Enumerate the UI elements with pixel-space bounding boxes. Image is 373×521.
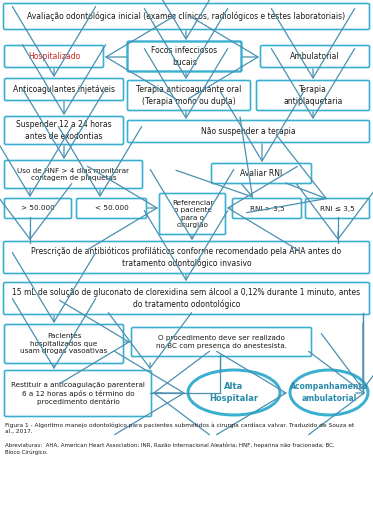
FancyBboxPatch shape (305, 199, 370, 218)
Text: RNI ≤ 3,5: RNI ≤ 3,5 (320, 205, 355, 212)
Ellipse shape (290, 370, 368, 415)
FancyBboxPatch shape (257, 81, 370, 110)
FancyBboxPatch shape (3, 242, 370, 274)
Text: Figura 1 - Algoritmo manejo odontológico para pacientes submetidos à cirurgia ca: Figura 1 - Algoritmo manejo odontológico… (5, 422, 354, 433)
Text: Focos infecciosos
bucais: Focos infecciosos bucais (151, 46, 217, 67)
FancyBboxPatch shape (232, 199, 301, 218)
Text: O procedimento deve ser realizado
no BC com presença do anestesista.: O procedimento deve ser realizado no BC … (156, 335, 287, 349)
Text: Ambulatorial: Ambulatorial (290, 52, 340, 61)
Text: Prescrição de antibióticos profiláticos conforme recomendado pela AHA antes do
t: Prescrição de antibióticos profiláticos … (31, 247, 342, 268)
Text: Abreviaturas:  AHA, American Heart Association; INR, Razão Internacional Aleatór: Abreviaturas: AHA, American Heart Associ… (5, 443, 335, 455)
Ellipse shape (188, 370, 280, 415)
FancyBboxPatch shape (128, 81, 251, 110)
FancyBboxPatch shape (128, 120, 370, 143)
Text: Avaliação odontológica inicial (exames clínicos, radiológicos e testes laborator: Avaliação odontológica inicial (exames c… (28, 12, 345, 21)
FancyBboxPatch shape (4, 199, 72, 218)
FancyBboxPatch shape (4, 45, 103, 68)
Text: Terapia anticoagulante oral
(Terapia mono ou dupla): Terapia anticoagulante oral (Terapia mon… (136, 85, 242, 106)
FancyBboxPatch shape (4, 160, 142, 189)
FancyBboxPatch shape (160, 193, 226, 234)
FancyBboxPatch shape (128, 42, 241, 71)
Text: Hospitalizado: Hospitalizado (28, 52, 80, 61)
Text: Referenciar
o paciente
para o
cirurgião: Referenciar o paciente para o cirurgião (172, 200, 213, 228)
FancyBboxPatch shape (211, 164, 311, 183)
Text: Suspender 12 a 24 horas
antes de exodontias: Suspender 12 a 24 horas antes de exodont… (16, 120, 112, 141)
Text: 15 mL de solução de gluconato de clorexidina sem álcool a 0,12% durante 1 minuto: 15 mL de solução de gluconato de clorexi… (12, 288, 361, 309)
Text: Terapia
antiplaquetaria: Terapia antiplaquetaria (283, 85, 343, 106)
Text: Restituir a anticoagulação parenteral
6 a 12 horas após o término do
procediment: Restituir a anticoagulação parenteral 6 … (11, 382, 145, 405)
FancyBboxPatch shape (260, 45, 370, 68)
Text: Não suspender a terapia: Não suspender a terapia (201, 127, 296, 136)
FancyBboxPatch shape (4, 370, 151, 416)
Text: Avaliar RNI: Avaliar RNI (240, 169, 283, 178)
Text: Uso de HNF > 4 dias monitorar
contagem de plaquetas: Uso de HNF > 4 dias monitorar contagem d… (18, 168, 129, 181)
FancyBboxPatch shape (132, 328, 311, 356)
FancyBboxPatch shape (3, 4, 370, 30)
FancyBboxPatch shape (3, 282, 370, 315)
Text: > 50.000: > 50.000 (21, 205, 55, 212)
Text: < 50.000: < 50.000 (95, 205, 128, 212)
Text: RNI > 3,5: RNI > 3,5 (250, 205, 284, 212)
Text: Alta
Hospitalar: Alta Hospitalar (209, 382, 258, 403)
FancyBboxPatch shape (4, 79, 123, 101)
Text: Acompanhamento
ambulatorial: Acompanhamento ambulatorial (290, 382, 368, 403)
Text: Pacientes
hospitalizados que
usam drogas vasoativas: Pacientes hospitalizados que usam drogas… (21, 333, 108, 354)
FancyBboxPatch shape (4, 325, 123, 364)
FancyBboxPatch shape (4, 117, 123, 144)
FancyBboxPatch shape (76, 199, 147, 218)
Text: Anticoagulantes injetáveis: Anticoagulantes injetáveis (13, 85, 115, 94)
